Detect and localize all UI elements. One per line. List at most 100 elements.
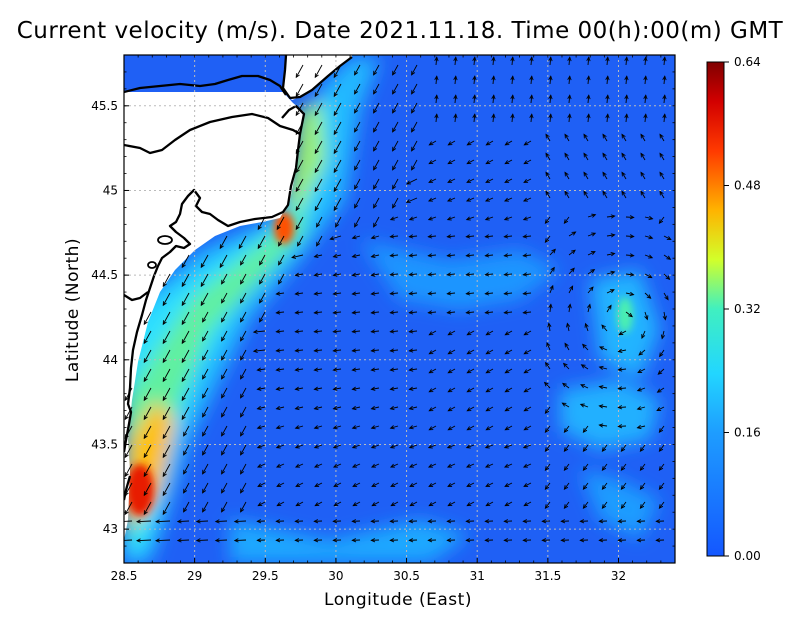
current-arrow bbox=[202, 463, 209, 475]
current-arrow bbox=[485, 368, 494, 374]
current-arrow bbox=[240, 444, 247, 456]
current-arrow bbox=[447, 178, 456, 183]
current-arrow bbox=[240, 273, 247, 285]
current-arrow bbox=[484, 519, 494, 524]
current-arrow bbox=[333, 178, 342, 193]
current-arrow bbox=[427, 310, 437, 315]
current-arrow bbox=[544, 425, 551, 433]
current-arrow bbox=[472, 94, 477, 104]
current-arrow bbox=[124, 520, 133, 522]
current-arrow bbox=[617, 538, 627, 543]
current-arrow bbox=[275, 405, 285, 411]
current-arrow bbox=[639, 444, 646, 452]
current-arrow bbox=[427, 519, 437, 524]
current-arrow bbox=[143, 482, 152, 497]
current-arrow bbox=[314, 501, 323, 507]
current-arrow bbox=[523, 501, 532, 507]
current-arrow bbox=[484, 197, 494, 202]
current-arrow bbox=[638, 349, 646, 356]
current-arrow bbox=[221, 330, 228, 342]
current-arrow bbox=[181, 368, 190, 383]
current-arrow bbox=[313, 538, 323, 543]
current-arrow bbox=[587, 286, 594, 294]
current-arrow bbox=[659, 152, 665, 161]
current-arrow bbox=[333, 482, 342, 487]
current-arrow bbox=[606, 289, 615, 294]
current-arrow bbox=[195, 519, 209, 524]
current-arrow bbox=[485, 178, 494, 183]
current-arrow bbox=[644, 215, 654, 221]
current-arrow bbox=[200, 292, 209, 307]
current-arrow bbox=[143, 463, 152, 478]
current-arrow bbox=[544, 406, 551, 414]
current-arrow bbox=[601, 463, 608, 471]
current-arrow bbox=[329, 235, 342, 241]
current-arrow bbox=[522, 272, 532, 277]
current-arrow bbox=[491, 113, 496, 123]
current-arrow bbox=[221, 292, 228, 304]
current-arrow bbox=[221, 311, 228, 323]
current-arrow bbox=[563, 425, 570, 433]
current-arrow bbox=[602, 171, 608, 180]
current-arrow bbox=[562, 382, 570, 389]
current-arrow bbox=[587, 232, 597, 237]
current-arrow bbox=[124, 501, 133, 516]
current-arrow bbox=[663, 254, 672, 260]
current-arrow bbox=[472, 56, 477, 66]
current-arrow bbox=[143, 425, 152, 440]
current-arrow bbox=[278, 254, 285, 266]
current-arrow bbox=[606, 304, 612, 313]
current-arrow bbox=[453, 113, 458, 123]
current-arrow bbox=[295, 178, 304, 193]
current-arrow bbox=[579, 403, 589, 408]
current-arrow bbox=[624, 75, 629, 85]
current-arrow bbox=[370, 425, 380, 430]
x-tick-label: 30 bbox=[328, 569, 343, 583]
current-arrow bbox=[256, 519, 266, 524]
current-arrow bbox=[314, 83, 323, 98]
current-arrow bbox=[621, 152, 627, 161]
current-arrow bbox=[233, 519, 247, 524]
x-axis-ticks: 28.5 29 29.5 30 30.5 31 31.5 32 bbox=[111, 55, 676, 583]
current-arrow bbox=[658, 463, 665, 471]
current-arrow bbox=[522, 463, 532, 468]
current-arrow bbox=[411, 121, 418, 133]
current-arrow bbox=[582, 425, 589, 433]
current-arrow bbox=[427, 253, 437, 258]
current-arrow bbox=[202, 482, 209, 494]
current-arrow bbox=[522, 291, 532, 296]
current-arrow bbox=[240, 406, 247, 418]
current-arrow bbox=[392, 102, 399, 114]
current-arrow bbox=[428, 482, 437, 487]
current-arrow bbox=[351, 538, 361, 543]
current-arrow bbox=[529, 56, 534, 66]
current-arrow bbox=[370, 329, 380, 334]
current-arrow bbox=[618, 330, 627, 336]
current-arrow bbox=[583, 152, 589, 161]
current-arrow bbox=[351, 444, 361, 449]
current-arrow bbox=[183, 482, 190, 494]
current-arrow bbox=[332, 425, 342, 430]
current-arrow bbox=[504, 349, 513, 355]
current-arrow bbox=[389, 367, 399, 372]
current-arrow bbox=[544, 501, 551, 509]
current-arrow bbox=[605, 94, 610, 104]
current-arrow bbox=[428, 501, 437, 507]
current-arrow bbox=[371, 501, 380, 507]
current-arrow bbox=[522, 444, 532, 449]
current-arrow bbox=[606, 270, 616, 275]
current-arrow bbox=[256, 405, 266, 411]
current-arrow bbox=[351, 425, 361, 430]
current-arrow bbox=[567, 113, 572, 123]
current-arrow bbox=[465, 519, 475, 524]
current-arrow bbox=[332, 519, 342, 524]
current-arrow bbox=[370, 253, 380, 259]
current-arrow bbox=[124, 444, 133, 459]
current-arrow bbox=[586, 303, 592, 313]
current-arrow bbox=[484, 234, 494, 239]
current-arrow bbox=[221, 444, 228, 456]
current-arrow bbox=[563, 501, 570, 509]
current-arrow bbox=[124, 406, 133, 421]
current-arrow bbox=[332, 538, 342, 543]
current-arrow bbox=[333, 501, 342, 507]
